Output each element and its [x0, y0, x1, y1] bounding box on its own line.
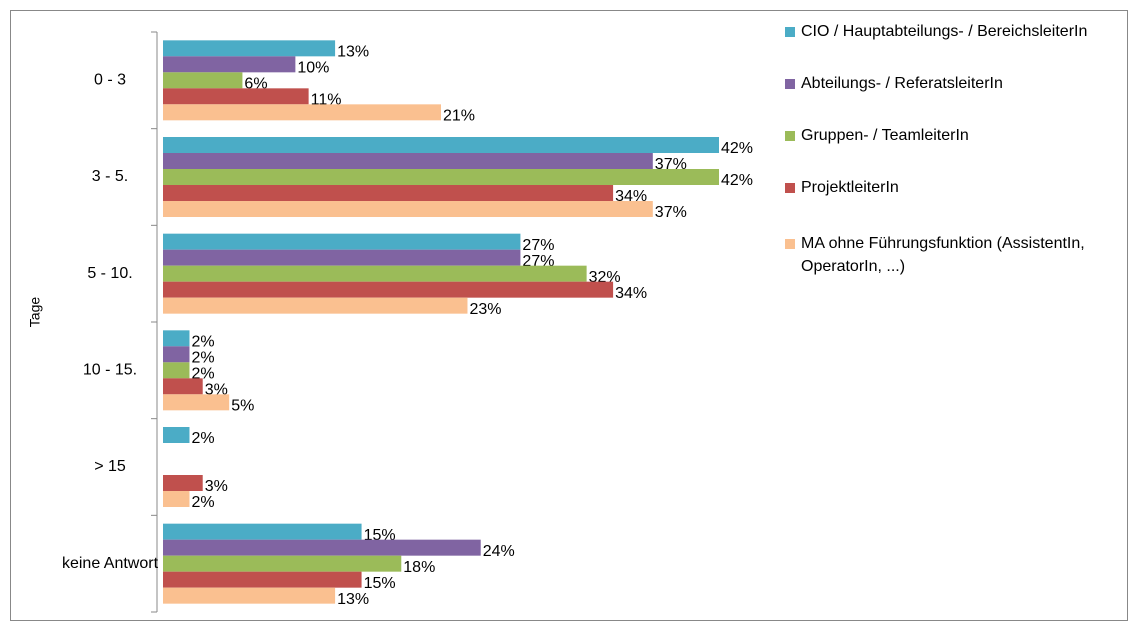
- data-label: 27%: [522, 253, 554, 270]
- y-axis-title: Tage: [27, 297, 43, 328]
- data-label: 6%: [244, 76, 267, 93]
- bar: [163, 523, 362, 540]
- bar: [163, 394, 230, 411]
- legend-label: ProjektleiterIn: [801, 179, 899, 196]
- data-label: 2%: [191, 334, 214, 351]
- y-tick-label: keine Antwort: [62, 555, 159, 572]
- data-label: 2%: [191, 350, 214, 367]
- bar: [163, 137, 719, 153]
- data-label: 42%: [721, 172, 753, 189]
- legend-item: CIO / Hauptabteilungs- / BereichsleiterI…: [785, 20, 1131, 43]
- data-label: 23%: [469, 301, 501, 318]
- legend-swatch: [785, 239, 795, 249]
- data-label: 37%: [655, 204, 687, 221]
- bar: [163, 185, 614, 201]
- data-label: 2%: [191, 430, 214, 447]
- bar: [163, 72, 243, 89]
- bar: [163, 330, 190, 347]
- bar: [163, 297, 468, 314]
- legend-label: Abteilungs- / ReferatsleiterIn: [801, 75, 1003, 92]
- bar: [163, 249, 521, 266]
- data-label: 21%: [443, 108, 475, 125]
- data-label: 11%: [311, 92, 342, 109]
- y-tick-label: 5 - 10.: [87, 265, 132, 282]
- legend-label: CIO / Hauptabteilungs- / BereichsleiterI…: [801, 23, 1088, 40]
- bar: [163, 233, 521, 250]
- legend-label: Gruppen- / TeamleiterIn: [801, 127, 969, 144]
- data-label: 37%: [655, 156, 687, 173]
- data-label: 10%: [297, 60, 329, 77]
- bar: [163, 475, 203, 491]
- bar: [163, 491, 190, 507]
- data-label: 13%: [337, 591, 369, 608]
- bar: [163, 281, 614, 298]
- legend-swatch: [785, 79, 795, 89]
- data-label: 2%: [191, 366, 214, 383]
- legend-swatch: [785, 27, 795, 37]
- bar: [163, 169, 719, 185]
- data-label: 13%: [337, 44, 369, 61]
- data-label: 15%: [364, 527, 396, 544]
- data-label: 34%: [615, 188, 647, 205]
- y-tick-label: > 15: [94, 458, 126, 475]
- bar: [163, 153, 653, 169]
- bar: [163, 555, 402, 572]
- bar: [163, 362, 190, 379]
- legend-item: Abteilungs- / ReferatsleiterIn: [785, 72, 1131, 95]
- bar: [163, 265, 587, 282]
- bar: [163, 201, 653, 217]
- data-label: 3%: [205, 382, 228, 399]
- chart-border: [10, 10, 1128, 621]
- bar: [163, 104, 441, 121]
- legend-swatch: [785, 183, 795, 193]
- data-label: 27%: [522, 237, 554, 254]
- legend-item: MA ohne Führungsfunktion (AssistentIn, O…: [785, 232, 1131, 278]
- bar: [163, 56, 296, 73]
- bar: [163, 587, 336, 604]
- legend-label: MA ohne Führungsfunktion (AssistentIn, O…: [801, 235, 1085, 275]
- legend-item: Gruppen- / TeamleiterIn: [785, 124, 1131, 147]
- bar: [163, 539, 481, 556]
- legend-swatch: [785, 131, 795, 141]
- data-label: 2%: [191, 494, 214, 511]
- data-label: 5%: [231, 398, 254, 415]
- data-label: 32%: [589, 269, 621, 286]
- y-tick-label: 3 - 5.: [92, 168, 128, 185]
- bar: [163, 40, 336, 57]
- y-tick-label: 0 - 3: [94, 72, 126, 89]
- data-label: 18%: [403, 559, 435, 576]
- data-label: 42%: [721, 140, 753, 157]
- bar: [163, 88, 309, 105]
- data-label: 34%: [615, 285, 647, 302]
- data-label: 3%: [205, 478, 228, 495]
- bar: [163, 346, 190, 363]
- y-tick-label: 10 - 15.: [83, 362, 137, 379]
- legend-item: ProjektleiterIn: [785, 176, 1131, 199]
- bar: [163, 378, 203, 395]
- data-label: 15%: [364, 575, 396, 592]
- data-label: 24%: [483, 543, 515, 560]
- bar: [163, 571, 362, 588]
- bar: [163, 427, 190, 443]
